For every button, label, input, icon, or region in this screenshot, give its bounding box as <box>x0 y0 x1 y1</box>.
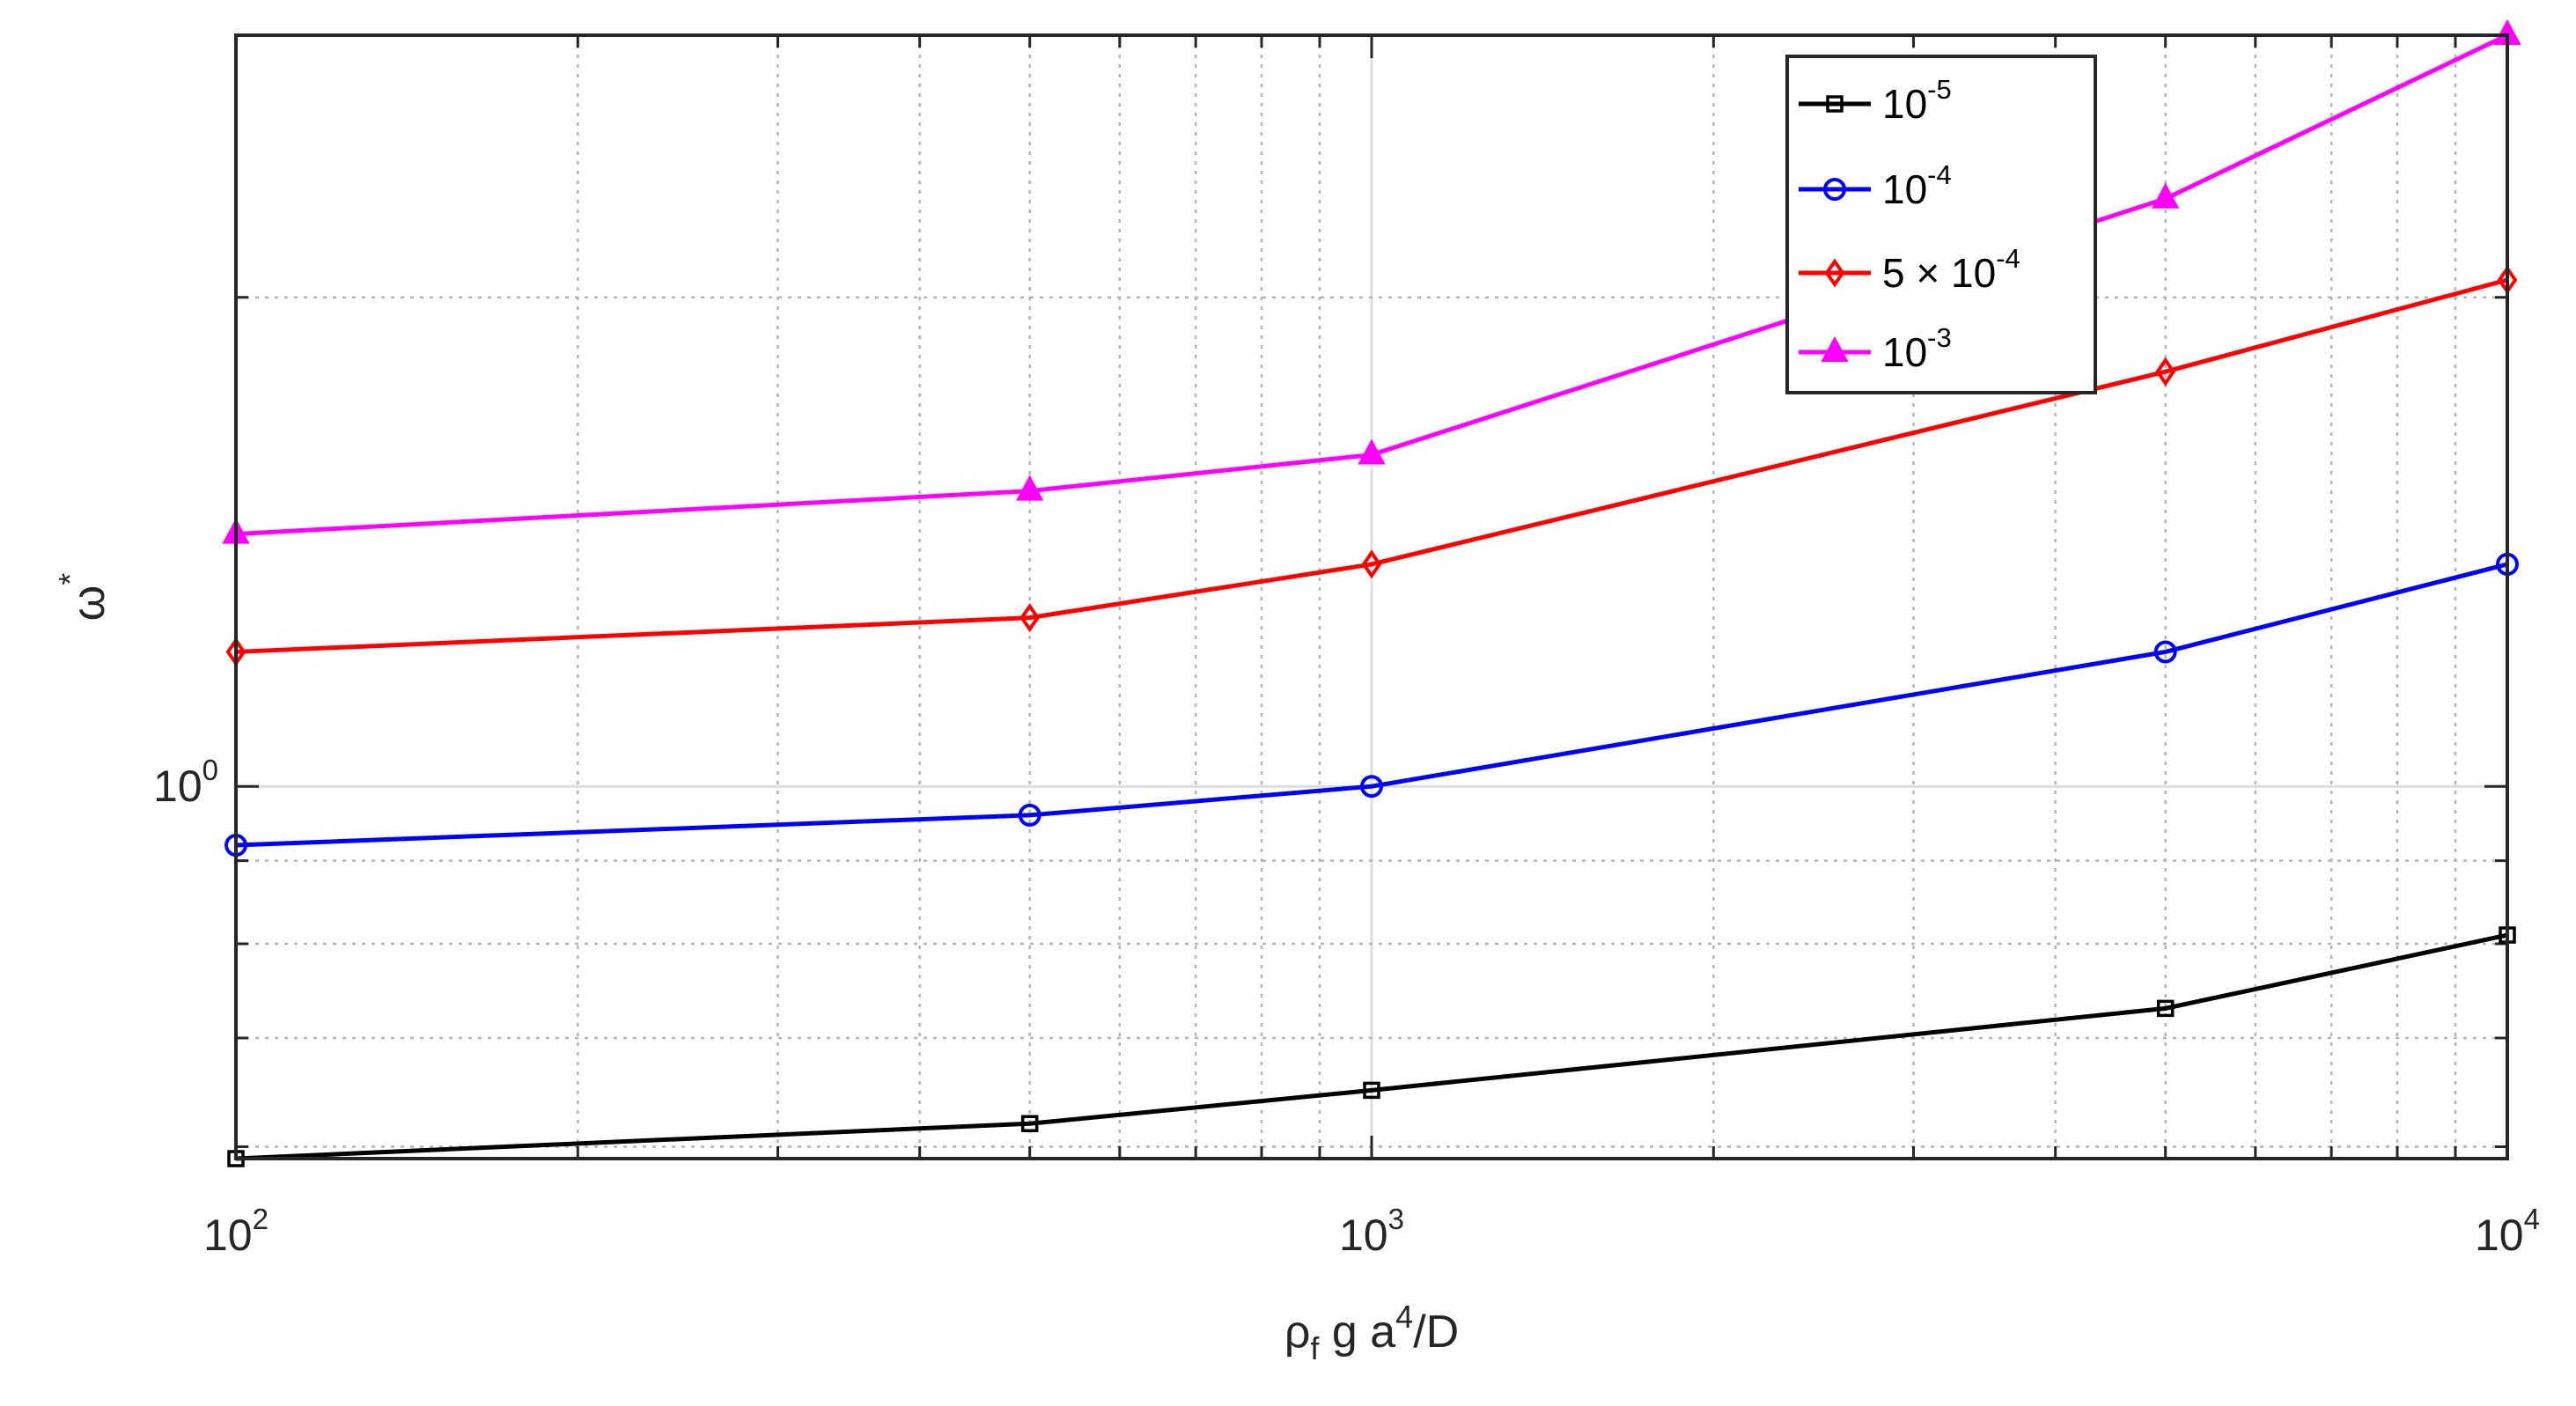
data-point-triangle <box>2151 182 2180 209</box>
x-tick-label-exp: 2 <box>253 1203 269 1235</box>
series-3 <box>222 18 2521 544</box>
legend-entry: 5 × 10-4 <box>1799 243 2020 296</box>
x-tick-label-base: 10 <box>203 1211 253 1260</box>
plot-frame <box>234 33 2509 1160</box>
x-tick-label-base: 10 <box>2475 1211 2524 1260</box>
legend-entry: 10-3 <box>1799 322 1952 375</box>
legend-label: 10-5 <box>1882 74 1952 127</box>
legend-label-prefix: 5 × <box>1882 250 1951 296</box>
data-point-circle <box>1018 803 1041 827</box>
data-point-square <box>1363 1081 1380 1100</box>
data-point-diamond <box>1019 603 1041 633</box>
legend-marker-circle <box>1823 178 1846 201</box>
series-line <box>235 277 2508 654</box>
legend-label-exp: -3 <box>1927 322 1952 353</box>
legend-label-exp: -4 <box>1927 159 1952 190</box>
data-point-circle <box>2153 640 2177 664</box>
y-tick-label-base: 10 <box>153 762 202 811</box>
data-point-triangle <box>1015 475 1044 501</box>
legend-label: 5 × 10-4 <box>1882 243 2020 296</box>
series-layer <box>222 18 2521 1167</box>
series-line <box>235 562 2508 848</box>
legend-label-base: 10 <box>1882 166 1927 212</box>
x-tick-label: 104 <box>2475 1203 2540 1260</box>
x-tick-label-exp: 3 <box>1388 1203 1404 1235</box>
legend-marker-diamond <box>1824 258 1845 288</box>
legend-label-exp: -4 <box>1996 243 2020 274</box>
x-axis-label: ρf g a4/D <box>1284 1299 1459 1366</box>
legend-entry: 10-5 <box>1799 74 1952 127</box>
x-tick-label: 103 <box>1339 1203 1404 1260</box>
data-point-circle <box>1360 775 1383 799</box>
y-tick-label: 100 <box>153 754 218 811</box>
y-tick-label-exp: 0 <box>202 754 218 786</box>
legend-label: 10-3 <box>1882 322 1952 375</box>
legend-marker-square <box>1826 95 1844 113</box>
data-point-square <box>1020 1115 1039 1133</box>
x-tick-label-exp: 4 <box>2524 1203 2540 1235</box>
legend-marker-triangle <box>1821 335 1849 362</box>
legend: 10-510-45 × 10-410-3 <box>1785 55 2097 394</box>
legend-entry: 10-4 <box>1799 159 1952 212</box>
x-tick-label-base: 10 <box>1339 1211 1388 1260</box>
legend-label-exp: -5 <box>1927 74 1952 105</box>
legend-entries: 10-510-45 × 10-410-3 <box>1799 74 2020 375</box>
data-point-triangle <box>1358 438 1386 465</box>
x-tick-label: 102 <box>203 1203 269 1260</box>
legend-label-base: 10 <box>1882 81 1927 127</box>
data-point-diamond <box>2155 357 2176 386</box>
legend-label-base: 10 <box>1882 329 1927 375</box>
legend-label: 10-4 <box>1882 159 1952 212</box>
legend-label-base: 10 <box>1951 250 1996 296</box>
data-point-square <box>2156 999 2175 1018</box>
series-line <box>235 932 2508 1161</box>
y-axis-label: ω* <box>52 573 114 622</box>
data-point-diamond <box>1361 549 1382 579</box>
